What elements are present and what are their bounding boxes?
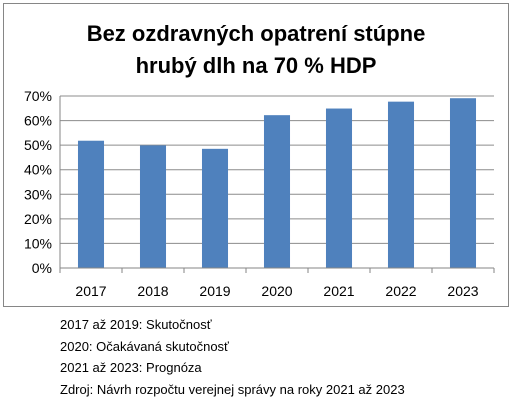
x-tick-label: 2018 — [137, 283, 168, 299]
y-tick-label: 40% — [24, 162, 52, 178]
y-tick-label: 50% — [24, 137, 52, 153]
note-actual: 2017 až 2019: Skutočnosť — [60, 317, 212, 332]
bar-2018 — [139, 145, 167, 268]
bar-2020 — [263, 115, 291, 268]
bar-2022 — [387, 101, 415, 268]
x-tick-labels: 2017 2018 2019 2020 2021 2022 2023 — [75, 283, 478, 299]
y-tick-label: 60% — [24, 113, 52, 129]
y-tick-label: 30% — [24, 186, 52, 202]
note-source: Zdroj: Návrh rozpočtu verejnej správy na… — [60, 381, 405, 397]
y-tick-label: 0% — [32, 260, 52, 276]
y-tick-label: 20% — [24, 211, 52, 227]
y-tick-label: 70% — [24, 88, 52, 104]
chart-notes: 2017 až 2019: Skutočnosť 2020: Očakávaná… — [60, 314, 405, 400]
y-tick-labels: 0% 10% 20% 30% 40% 50% 60% 70% — [24, 88, 52, 276]
y-tick-label: 10% — [24, 235, 52, 251]
x-tick-label: 2021 — [323, 283, 354, 299]
x-tick-label: 2019 — [199, 283, 230, 299]
chart-frame: Bez ozdravných opatrení stúpne hrubý dlh… — [3, 3, 509, 307]
chart-title-line-1: Bez ozdravných opatrení stúpne — [86, 21, 426, 46]
bar-2017 — [77, 140, 105, 268]
x-tick-label: 2023 — [447, 283, 478, 299]
bars — [77, 98, 477, 268]
bar-2023 — [449, 98, 477, 268]
x-tick-label: 2020 — [261, 283, 292, 299]
x-tick-label: 2017 — [75, 283, 106, 299]
note-forecast: 2021 až 2023: Prognóza — [60, 360, 202, 375]
chart-title: Bez ozdravných opatrení stúpne hrubý dlh… — [4, 18, 508, 82]
bar-2019 — [201, 148, 229, 268]
x-tick-label: 2022 — [385, 283, 416, 299]
chart-title-line-2: hrubý dlh na 70 % HDP — [135, 53, 377, 78]
bar-2021 — [325, 108, 353, 268]
axes — [59, 96, 495, 273]
note-expected: 2020: Očakávaná skutočnosť — [60, 338, 229, 354]
bar-chart: 0% 10% 20% 30% 40% 50% 60% 70% 2017 2018 2019 2020… — [24, 88, 495, 299]
